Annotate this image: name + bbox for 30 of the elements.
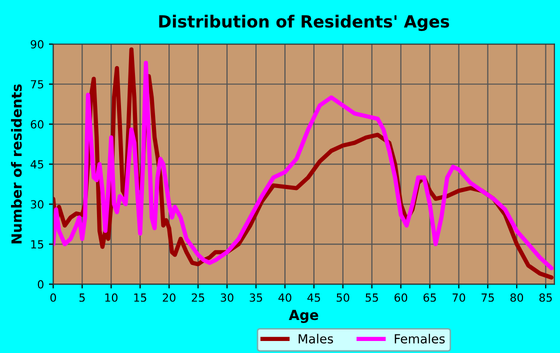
x-tick-label: 0 [50, 293, 56, 302]
x-tick-label: 40 [278, 293, 292, 302]
legend-label: Females [394, 334, 445, 344]
x-tick-label: 5 [79, 294, 85, 302]
y-tick-label: 90 [30, 40, 44, 49]
x-tick-label: 10 [105, 293, 118, 302]
chart-title: Distribution of Residents' Ages [159, 14, 450, 32]
y-tick-label: 45 [30, 160, 44, 169]
x-tick-label: 25 [192, 293, 204, 302]
y-tick-label: 15 [31, 240, 44, 249]
x-tick-label: 75 [482, 294, 494, 302]
x-tick-label: 15 [134, 294, 146, 302]
x-tick-label: 45 [307, 294, 320, 302]
y-tick-label: 0 [38, 280, 44, 289]
x-tick-label: 50 [336, 293, 350, 302]
x-tick-label: 85 [539, 293, 552, 302]
y-tick-label: 75 [30, 80, 44, 89]
x-tick-label: 65 [424, 293, 436, 302]
x-tick-label: 70 [452, 293, 466, 302]
x-axis-title: Age [288, 310, 318, 323]
y-axis-title: Number of residents [11, 84, 22, 244]
legend-label: Males [298, 334, 334, 344]
x-tick-label: 20 [162, 293, 176, 302]
x-tick-label: 35 [250, 293, 262, 302]
x-tick-label: 30 [220, 293, 234, 302]
y-tick-label: 60 [30, 120, 44, 129]
x-tick-label: 80 [510, 293, 524, 302]
y-tick-label: 30 [30, 200, 44, 209]
x-tick-label: 55 [366, 294, 378, 302]
x-tick-label: 60 [394, 293, 408, 302]
